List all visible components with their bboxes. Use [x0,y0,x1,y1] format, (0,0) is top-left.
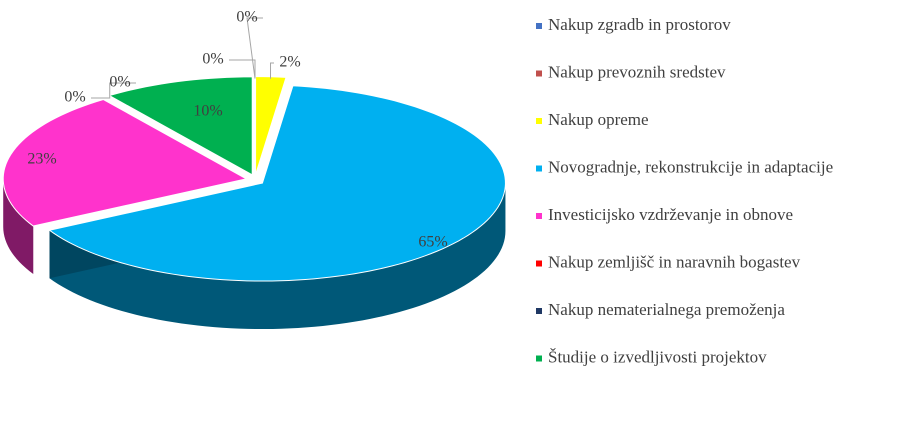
leader-line [270,62,274,79]
leader-line [246,17,263,79]
legend-swatch [536,70,542,77]
data-label: 0% [202,51,223,68]
data-label: 0% [64,89,85,106]
data-label: 23% [27,151,56,168]
legend-label: Nakup zgradb in prostorov [548,15,731,34]
legend-label: Investicijsko vzdrževanje in obnove [548,205,793,224]
legend-swatch [536,355,542,362]
slice-side [49,183,506,330]
legend-label: Nakup opreme [548,110,649,129]
slice [48,85,506,282]
data-label: 10% [193,103,222,120]
legend-swatch [536,118,542,124]
data-label: 65% [418,234,447,251]
legend-swatch [536,308,542,314]
legend-swatch [536,23,542,29]
legend-label: Nakup prevoznih sredstev [548,62,726,81]
data-label: 0% [109,74,130,91]
slice [108,76,253,176]
legend-label: Nakup nematerialnega premoženja [548,300,785,319]
legend-swatch [536,213,542,219]
leader-line [229,59,256,79]
data-label: 0% [236,9,257,26]
legend-label: Nakup zemljišč in naravnih bogastev [548,252,801,271]
leader-line [109,82,136,98]
legend-label: Novogradnje, rekonstrukcije in adaptacij… [548,157,833,176]
legend-swatch [536,165,542,172]
data-label: 2% [279,54,300,71]
slice [2,98,248,227]
legend-label: Študije o izvedljivosti projektov [548,347,767,366]
slice-side [3,178,34,275]
legend-swatch [536,260,542,267]
